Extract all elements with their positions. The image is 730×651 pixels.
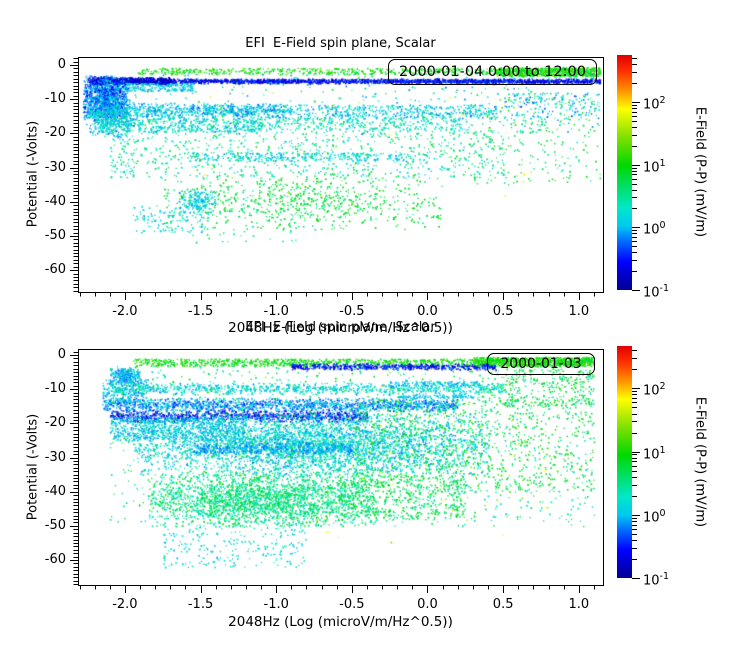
x-tick-label: -2.0 bbox=[112, 304, 138, 319]
x-tick-label: 0.5 bbox=[492, 597, 514, 612]
legend-top: 2000-01-04 0:00 to 12:00 bbox=[388, 59, 597, 85]
y-tick-label: -30 bbox=[44, 449, 66, 465]
colorbar-bottom bbox=[617, 346, 632, 578]
colorbar-tick-label: 101 bbox=[643, 444, 666, 462]
x-tick-label: -2.0 bbox=[112, 597, 138, 612]
scatter-canvas-top bbox=[79, 58, 603, 292]
y-tick-label: -50 bbox=[44, 227, 66, 243]
colorbar-tick-label: 10-1 bbox=[643, 571, 670, 589]
legend-bottom-text: 2000-01-03 bbox=[500, 356, 582, 372]
y-tick-label: -60 bbox=[44, 262, 66, 278]
colorbar-label-bottom: E-Field (P-P) (mV/m) bbox=[692, 396, 708, 528]
xlabel-bottom: 2048Hz (Log (microV/m/Hz^0.5)) bbox=[228, 614, 453, 630]
colorbar-label-top: E-Field (P-P) (mV/m) bbox=[692, 106, 708, 238]
colorbar-top bbox=[617, 55, 632, 290]
colorbar-tick-label: 100 bbox=[643, 220, 666, 238]
y-tick-label: -40 bbox=[44, 483, 66, 499]
x-tick-label: 1.0 bbox=[568, 304, 590, 319]
x-tick-label: -1.5 bbox=[187, 304, 214, 319]
legend-top-text: 2000-01-04 0:00 to 12:00 bbox=[399, 64, 586, 80]
title-bottom: EFI E-Field spin plane, Scalar bbox=[245, 320, 436, 335]
legend-bottom: 2000-01-03 bbox=[487, 353, 595, 375]
scatter-canvas-bottom bbox=[79, 350, 603, 585]
y-tick-label: 0 bbox=[57, 56, 66, 72]
colorbar-tick-label: 102 bbox=[643, 381, 666, 399]
y-tick-label: -10 bbox=[44, 91, 66, 107]
x-tick-label: -0.5 bbox=[339, 304, 365, 319]
colorbar-tick-label: 100 bbox=[643, 507, 666, 526]
y-tick-label: -20 bbox=[44, 125, 66, 141]
x-tick-label: -0.5 bbox=[339, 597, 365, 612]
y-tick-label: -40 bbox=[44, 193, 66, 209]
y-tick-label: -50 bbox=[44, 517, 66, 533]
x-tick-label: 1.0 bbox=[568, 597, 590, 612]
xlabel-top: 2048Hz (Log (microV/m/Hz^0.5)) bbox=[228, 320, 453, 336]
y-tick-label: -30 bbox=[44, 159, 66, 175]
y-tick-label: -60 bbox=[44, 552, 66, 568]
colorbar-tick-label: 101 bbox=[643, 157, 666, 175]
title-top: EFI E-Field spin plane, Scalar bbox=[245, 36, 436, 51]
colorbar-tick-label: 10-1 bbox=[643, 283, 670, 301]
x-tick-label: -1.0 bbox=[263, 304, 289, 319]
x-tick-label: 0.0 bbox=[417, 597, 438, 612]
y-tick-label: 0 bbox=[57, 347, 66, 362]
y-tick-label: -20 bbox=[44, 415, 66, 431]
x-tick-label: -1.0 bbox=[263, 597, 289, 612]
x-tick-label: 0.5 bbox=[492, 304, 514, 319]
x-tick-label: -1.5 bbox=[187, 597, 214, 612]
y-tick-label: -10 bbox=[44, 381, 66, 397]
x-tick-label: 0.0 bbox=[417, 304, 438, 319]
colorbar-tick-label: 102 bbox=[643, 95, 666, 113]
